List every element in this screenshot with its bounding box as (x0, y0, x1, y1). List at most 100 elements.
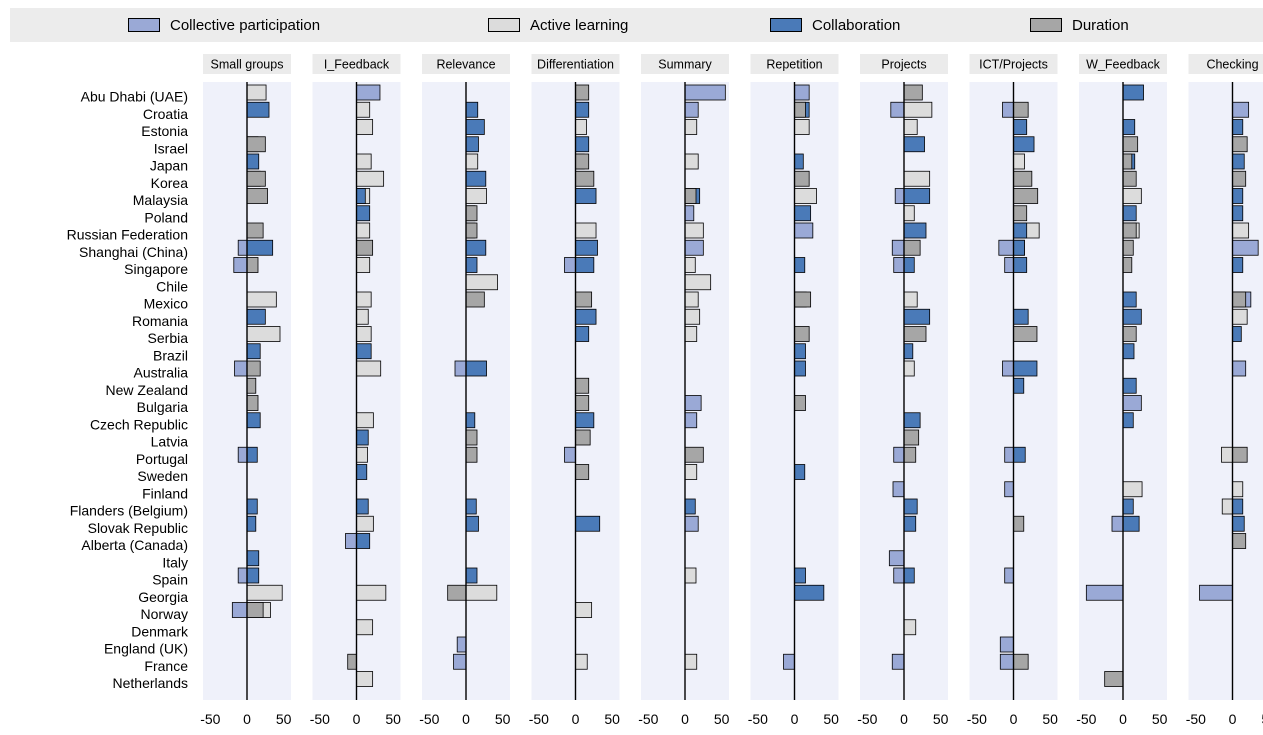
country-label: Korea (151, 175, 189, 191)
bar (684, 326, 698, 342)
bar (999, 636, 1014, 653)
bar (684, 239, 704, 256)
legend-label: Duration (1072, 16, 1129, 34)
bar (1232, 481, 1244, 498)
bar (1004, 446, 1014, 463)
bar (246, 343, 261, 360)
bar (231, 602, 248, 618)
bar (345, 533, 357, 549)
bar (246, 602, 264, 618)
country-label: Malaysia (133, 192, 188, 208)
bar (903, 308, 931, 325)
x-tick-label: 50 (1042, 711, 1058, 727)
bar (465, 205, 478, 222)
bar (237, 239, 248, 256)
country-label: New Zealand (106, 382, 189, 398)
bar (1122, 481, 1143, 498)
bar (684, 101, 699, 118)
bar (356, 533, 371, 549)
x-tick-label: 0 (900, 711, 908, 727)
bar (575, 308, 597, 325)
country-label: Alberta (Canada) (81, 537, 188, 553)
bar (794, 291, 812, 308)
bar (794, 464, 806, 480)
bar (1013, 136, 1035, 153)
bar (684, 412, 698, 429)
bar (465, 584, 498, 601)
country-label: Norway (141, 606, 188, 622)
bar (246, 550, 260, 567)
bar (794, 395, 806, 411)
bar (575, 464, 590, 480)
panel-title: Projects (881, 58, 926, 72)
bar (1232, 257, 1244, 273)
bar (1232, 291, 1247, 308)
bar (891, 653, 905, 670)
country-label: Shanghai (China) (79, 244, 188, 260)
bar (1004, 257, 1014, 273)
bar (684, 515, 699, 532)
bar (1122, 326, 1137, 342)
bar (891, 239, 905, 256)
bar (453, 653, 467, 670)
bar (1122, 308, 1142, 325)
bar (684, 308, 701, 325)
bar (684, 498, 696, 515)
bar (246, 222, 264, 239)
bar (1013, 377, 1025, 394)
panel-plot-area (1188, 82, 1263, 700)
bar (356, 464, 368, 480)
bar (1199, 584, 1233, 601)
bar (356, 326, 372, 342)
bar (1232, 360, 1247, 377)
panel-title: ICT/Projects (979, 58, 1048, 72)
bar (356, 446, 368, 463)
panel-title-background (750, 54, 839, 74)
bar (684, 653, 698, 670)
bar (794, 343, 806, 360)
bar (1013, 205, 1028, 222)
bar (903, 567, 915, 584)
bar (903, 239, 921, 256)
bar (903, 205, 915, 222)
country-label: Mexico (144, 296, 189, 312)
bar (903, 326, 927, 342)
country-label: Latvia (151, 434, 189, 450)
bar (575, 515, 601, 532)
bar (684, 153, 699, 170)
bar (1122, 84, 1144, 101)
bar (356, 291, 372, 308)
bar (903, 498, 918, 515)
bar (1122, 257, 1133, 273)
country-label: Flanders (Belgium) (70, 503, 188, 519)
panel-title-background (641, 54, 729, 74)
bar (575, 412, 595, 429)
bar (684, 205, 695, 222)
x-tick-label: 0 (1010, 711, 1018, 727)
x-tick-label: 50 (1152, 711, 1168, 727)
country-label: Italy (162, 554, 188, 570)
bar (1013, 222, 1028, 239)
legend-item-collaboration: Collaboration (770, 8, 900, 42)
bar (246, 515, 257, 532)
bar (903, 429, 920, 446)
bar (684, 274, 712, 291)
country-label: Slovak Republic (88, 520, 188, 536)
bar (1013, 360, 1038, 377)
bar (356, 429, 369, 446)
bar (1221, 498, 1233, 515)
legend-item-active-learning: Active learning (488, 8, 628, 42)
bar (1122, 170, 1137, 187)
bar (1232, 239, 1259, 256)
bar (794, 584, 825, 601)
panel-title: W_Feedback (1086, 58, 1160, 72)
bar (356, 343, 372, 360)
bar (1013, 170, 1033, 187)
legend-item-duration: Duration (1030, 8, 1129, 42)
country-label: Sweden (137, 468, 188, 484)
bar (1122, 153, 1133, 170)
bar (465, 170, 487, 187)
bar (903, 101, 933, 118)
bar (575, 291, 593, 308)
